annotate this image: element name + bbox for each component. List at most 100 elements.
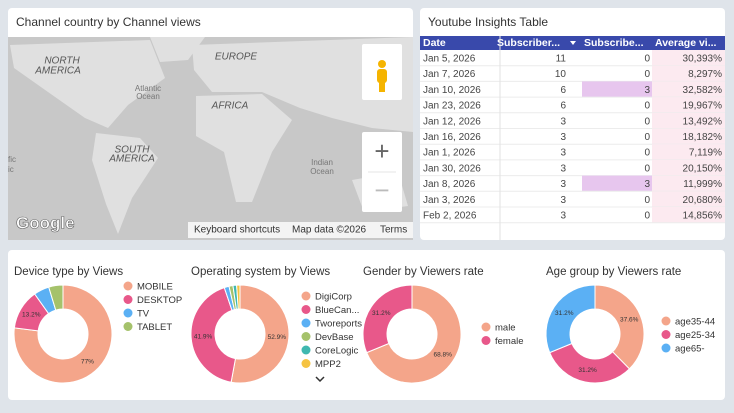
table-column-header: Average vi... [655, 37, 717, 49]
table-cell: 18,182% [683, 132, 723, 143]
donut-slice [230, 284, 290, 384]
table-cell: Jan 8, 2026 [423, 179, 476, 190]
table-cell: 13,492% [683, 116, 723, 127]
map-title: Channel country by Channel views [16, 15, 201, 29]
table-cell-highlight [582, 81, 652, 98]
legend-label: DevBase [315, 332, 354, 343]
data-label: 37.6% [620, 317, 639, 324]
table-cell: Feb 2, 2026 [423, 210, 477, 221]
legend-swatch [301, 291, 311, 301]
table-cell: 3 [560, 195, 566, 206]
table-cell: 3 [560, 116, 566, 127]
legend-swatch [301, 332, 311, 341]
table-title: Youtube Insights Table [428, 15, 548, 29]
legend-swatch [661, 316, 671, 326]
data-label: 41.9% [194, 333, 213, 340]
map-label: AMERICA [108, 154, 155, 165]
table-cell: 11 [556, 53, 567, 64]
data-label: 31.2% [372, 310, 391, 317]
table-column-header: Subscriber... [497, 37, 560, 49]
table-cell: 0 [644, 148, 650, 159]
table-cell: 20,150% [683, 163, 723, 174]
donut-slice [48, 284, 64, 311]
legend-label: MPP2 [315, 359, 341, 370]
donut-slice [549, 342, 631, 384]
map-label: NORTH [44, 56, 80, 67]
map[interactable] [8, 37, 413, 240]
table-cell-bg [652, 207, 725, 223]
table-cell: Jan 7, 2026 [423, 69, 476, 80]
table-cell: 0 [644, 116, 650, 127]
legend-swatch [481, 322, 491, 332]
data-label: 68.8% [434, 351, 453, 358]
legend-swatch [301, 305, 311, 314]
legend-label: BlueCan... [315, 305, 359, 316]
table-cell: 32,582% [683, 85, 723, 96]
table-cell: 8,297% [688, 69, 722, 80]
legend-label: age65- [675, 344, 705, 355]
sort-icon[interactable] [570, 41, 576, 45]
table-cell-bg [652, 65, 725, 82]
table-column-header: Date [423, 37, 446, 49]
table-cell-bg [652, 175, 725, 192]
table-cell-bg [652, 159, 725, 176]
table-cell: Jan 1, 2026 [423, 148, 476, 159]
table-cell: 3 [644, 85, 650, 96]
table-cell: 6 [560, 101, 566, 112]
legend-swatch [123, 295, 133, 304]
table-cell: 3 [644, 179, 650, 190]
legend-label: age35-44 [675, 317, 715, 328]
table-cell: Jan 30, 2026 [423, 163, 481, 174]
legend-swatch [301, 359, 311, 368]
legend-swatch [481, 336, 491, 345]
table-cell-bg [652, 50, 725, 66]
chart-title: Operating system by Views [191, 266, 330, 278]
table-cell: 3 [560, 210, 566, 221]
land [10, 37, 413, 234]
table-cell: 0 [644, 53, 650, 64]
table-column-header: Subscribe... [584, 37, 644, 49]
map-label: Ocean [136, 92, 160, 101]
table-cell: Jan 10, 2026 [423, 85, 481, 96]
map-footer-link: Terms [380, 225, 407, 236]
map-label: Ocean [310, 167, 334, 176]
table-cell-bg [652, 97, 725, 113]
table-cell: 0 [644, 163, 650, 174]
map-zoom-out: − [374, 175, 389, 205]
data-label: 52.9% [268, 334, 287, 341]
google-logo: Google [16, 213, 75, 232]
map-zoom[interactable] [362, 132, 402, 212]
table-cell: 0 [644, 132, 650, 143]
map-footer-link: Map data ©2026 [292, 225, 367, 236]
legend-next[interactable] [315, 376, 325, 383]
chart-title: Age group by Viewers rate [546, 266, 681, 278]
map-control-pegman[interactable] [362, 44, 402, 100]
table-cell: 6 [560, 85, 566, 96]
table-cell: 10 [555, 69, 567, 80]
legend-label: CoreLogic [315, 346, 359, 357]
map-label: Indian [311, 158, 333, 167]
map-label: ic [8, 165, 14, 174]
table-cell: 11,999% [683, 179, 722, 190]
map-footer [188, 222, 413, 238]
legend-label: Tworeports [315, 319, 362, 330]
legend-label: age25-34 [675, 330, 715, 341]
table-cell: Jan 5, 2026 [423, 53, 476, 64]
legend-swatch [301, 318, 311, 328]
table-cell: 3 [560, 132, 566, 143]
legend-label: female [495, 336, 524, 347]
table-cell: 0 [644, 210, 650, 221]
table-cell: 20,680% [683, 195, 723, 206]
legend-label: DESKTOP [137, 295, 182, 306]
donut-slice [362, 284, 413, 354]
legend-swatch [123, 308, 133, 318]
map-footer-link: Keyboard shortcuts [194, 225, 280, 236]
table-cell: Jan 12, 2026 [423, 116, 481, 127]
donut-slice [545, 284, 596, 354]
table-cell: 3 [560, 179, 566, 190]
table-cell: 0 [644, 195, 650, 206]
map-label: fic [8, 155, 16, 164]
chart-title: Gender by Viewers rate [363, 266, 484, 278]
table-cell: Jan 3, 2026 [423, 195, 476, 206]
table-cell-bg [652, 191, 725, 207]
